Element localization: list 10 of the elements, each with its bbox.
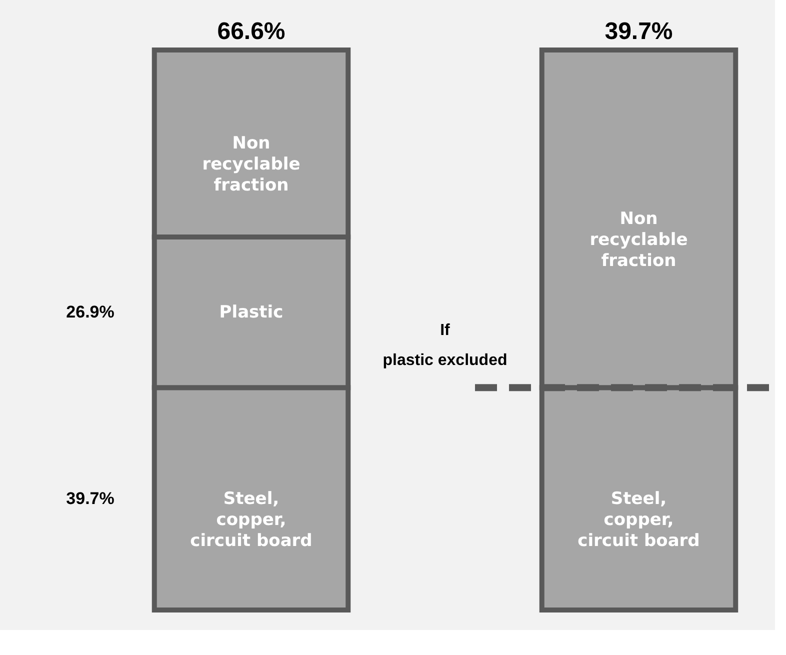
annotation: 26.9%: [66, 302, 114, 322]
text: 39.7%: [604, 18, 673, 45]
text: Non recyclable fraction: [590, 208, 688, 271]
annotation: 39.7%: [66, 488, 114, 508]
annotation: If plastic excluded: [382, 322, 508, 369]
series-label: Steel, copper, circuit board: [190, 488, 312, 551]
text: Steel, copper, circuit board: [578, 488, 700, 551]
text: 66.6%: [217, 18, 286, 45]
series-label: Non recyclable fraction: [202, 134, 300, 196]
series-label: Plastic: [219, 302, 284, 322]
